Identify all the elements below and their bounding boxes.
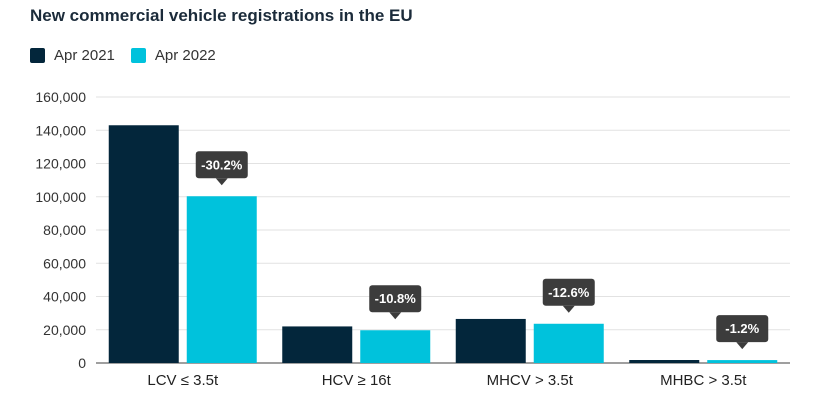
y-tick-label: 160,000	[35, 89, 86, 105]
legend-item-series-2[interactable]: Apr 2022	[130, 47, 216, 64]
legend-swatch-series-1	[30, 48, 45, 63]
y-tick-label: 60,000	[43, 255, 86, 271]
bar-1-1[interactable]	[108, 125, 179, 363]
bar-2-3[interactable]	[533, 323, 604, 363]
annotation-label: -12.6%	[548, 285, 590, 300]
x-category-label: MHCV > 3.5t	[487, 372, 574, 389]
annotation-label: -10.8%	[375, 291, 417, 306]
annotation-callout: -10.8%	[369, 285, 422, 320]
legend-label-series-2: Apr 2022	[154, 47, 216, 64]
y-axis-ticks: 0 20,000 40,000 60,000 80,000 100,000 120,000 1…	[35, 89, 86, 371]
annotation-label: -30.2%	[201, 157, 243, 172]
y-tick-label: 20,000	[43, 322, 86, 338]
annotation-label: -1.2%	[725, 321, 759, 336]
x-category-label: LCV ≤ 3.5t	[147, 372, 219, 389]
annotation-callout: -30.2%	[195, 151, 248, 186]
legend: Apr 2021 Apr 2022	[30, 47, 232, 64]
chart-title: New commercial vehicle registrations in …	[30, 6, 413, 25]
y-tick-label: 120,000	[35, 156, 86, 172]
y-tick-label: 40,000	[43, 289, 86, 305]
annotation-callout: -1.2%	[716, 315, 769, 350]
bar-1-4[interactable]	[629, 360, 700, 363]
y-tick-label: 80,000	[43, 222, 86, 238]
legend-label-series-1: Apr 2021	[54, 47, 115, 64]
bar-2-4[interactable]	[707, 360, 778, 363]
bar-2-2[interactable]	[360, 330, 431, 363]
bar-2-1[interactable]	[186, 196, 257, 363]
x-axis-categories: LCV ≤ 3.5t HCV ≥ 16t MHCV > 3.5t MHBC > 3.5…	[147, 372, 747, 389]
legend-swatch-series-2	[130, 48, 146, 63]
annotation-callout: -12.6%	[542, 278, 595, 313]
y-tick-label: 100,000	[35, 189, 86, 205]
y-tick-label: 140,000	[35, 122, 86, 138]
bar-1-2[interactable]	[282, 326, 353, 363]
y-tick-label: 0	[78, 355, 86, 371]
x-category-label: HCV ≥ 16t	[322, 372, 392, 389]
annotations: -30.2% -10.8% -12.6% -1.2%	[195, 151, 769, 350]
x-category-label: MHBC > 3.5t	[660, 372, 747, 389]
legend-item-series-1[interactable]: Apr 2021	[30, 47, 115, 64]
bars	[108, 125, 778, 363]
bar-1-3[interactable]	[455, 318, 526, 363]
